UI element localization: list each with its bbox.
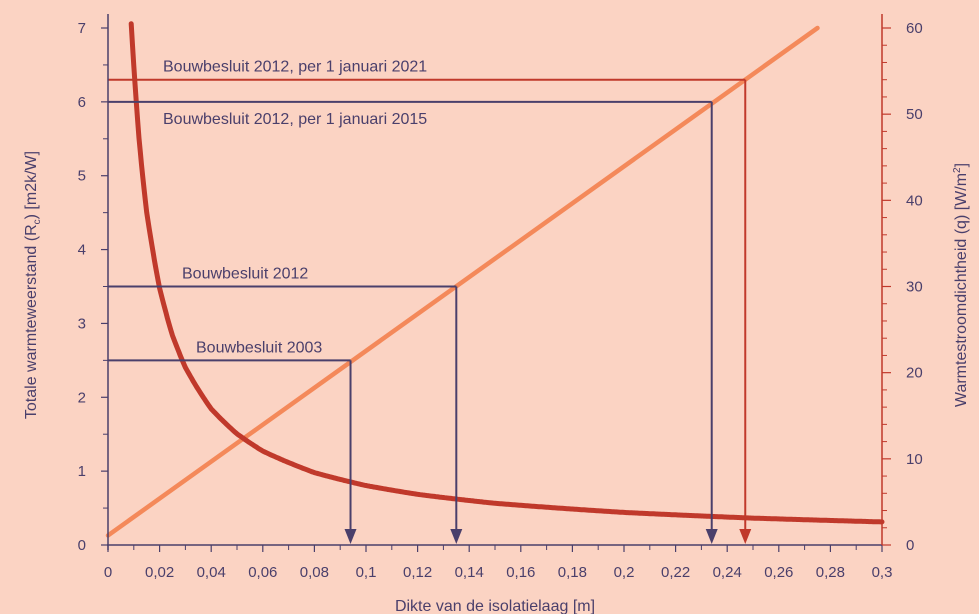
y-right-tick-label: 0 [906,537,914,554]
y-axis-right-label-tail: ] [953,163,970,167]
y-axis-right-label-main: Warmtestroomdichtheid (q) [W/m [953,173,970,407]
y-right-tick-label: 10 [906,451,923,468]
annotation-label: Bouwbesluit 2003 [196,339,322,356]
x-tick-label: 0,02 [145,564,174,581]
y-axis-left-label-main: Totale warmteweerstand (R [23,224,40,419]
x-tick-label: 0,1 [356,564,377,581]
x-tick-label: 0,14 [455,564,484,581]
arrow-head [344,529,357,544]
y-right-tick-label: 50 [906,106,923,123]
y-right-tick-label: 30 [906,279,923,296]
x-tick-label: 0,06 [248,564,277,581]
arrow-head [450,529,463,544]
y-right-tick-label: 40 [906,192,923,209]
y-left-tick-label: 7 [78,20,86,37]
arrow-head [739,529,752,544]
y-right-tick-label: 60 [906,20,923,37]
x-tick-label: 0,22 [661,564,690,581]
y-right-tick-label: 20 [906,365,923,382]
y-axis-right-label-sup: 2 [952,167,963,173]
y-axis-left-label-sub: c [32,219,43,224]
series-line-2 [128,21,885,525]
x-tick-label: 0,04 [197,564,226,581]
x-tick-label: 0,26 [764,564,793,581]
y-left-tick-label: 0 [78,537,86,554]
x-tick-label: 0 [104,564,112,581]
x-tick-label: 0,24 [713,564,742,581]
x-tick-label: 0,16 [506,564,535,581]
x-tick-label: 0,12 [403,564,432,581]
x-tick-label: 0,28 [816,564,845,581]
x-axis-label: Dikte van de isolatielaag [m] [395,598,595,614]
x-tick-label: 0,08 [300,564,329,581]
x-tick-label: 0,3 [872,564,893,581]
y-axis-right-label: Warmtestroomdichtheid (q) [W/m2] [952,163,970,407]
y-left-tick-label: 1 [78,463,86,480]
arrow-head [705,529,718,544]
annotation-label: Bouwbesluit 2012, per 1 januari 2021 [163,59,427,76]
y-left-tick-label: 5 [78,168,86,185]
x-tick-label: 0,18 [558,564,587,581]
x-tick-label: 0,2 [614,564,635,581]
y-left-tick-label: 4 [78,242,86,259]
y-left-tick-label: 6 [78,94,86,111]
y-axis-left-label: Totale warmteweerstand (Rc) [m2k/W] [23,151,43,419]
y-left-tick-label: 3 [78,315,86,332]
annotation-label: Bouwbesluit 2012 [182,266,308,283]
y-axis-left-label-tail: ) [m2k/W] [23,151,40,219]
annotation-label: Bouwbesluit 2012, per 1 januari 2015 [163,111,427,128]
y-left-tick-label: 2 [78,389,86,406]
series-line-1 [105,25,820,538]
